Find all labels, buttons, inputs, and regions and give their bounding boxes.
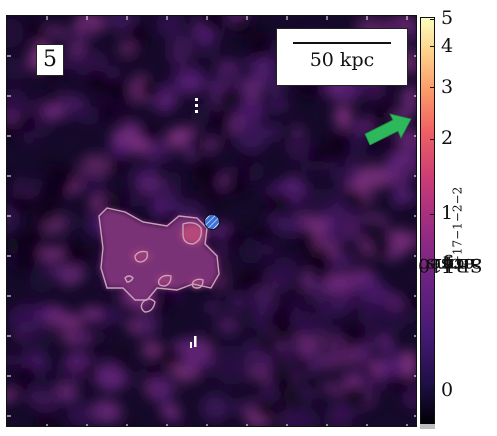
colorbar-underflow	[420, 424, 435, 429]
scale-bar-box: 50 kpc	[276, 28, 408, 86]
colorbar	[420, 17, 435, 425]
source-marker-icon	[204, 214, 220, 230]
panel-label: 5	[36, 44, 64, 76]
colorbar-tick-2: 2	[441, 127, 454, 149]
white-tick-marks	[190, 98, 198, 348]
direction-arrow-icon	[364, 113, 412, 146]
colorbar-tick-1: 1	[441, 202, 454, 224]
contours	[98, 207, 220, 313]
scale-bar-line	[293, 42, 391, 44]
axis-ticks	[7, 16, 416, 426]
colorbar-tick-5: 5	[441, 7, 454, 29]
colorbar-tick-3: 3	[441, 76, 454, 98]
colorbar-tick-4: 4	[441, 35, 454, 57]
colorbar-tick-0: 0	[441, 379, 454, 401]
scale-bar-label: 50 kpc	[309, 49, 375, 71]
noise-texture	[7, 16, 416, 426]
map-image	[7, 16, 416, 426]
